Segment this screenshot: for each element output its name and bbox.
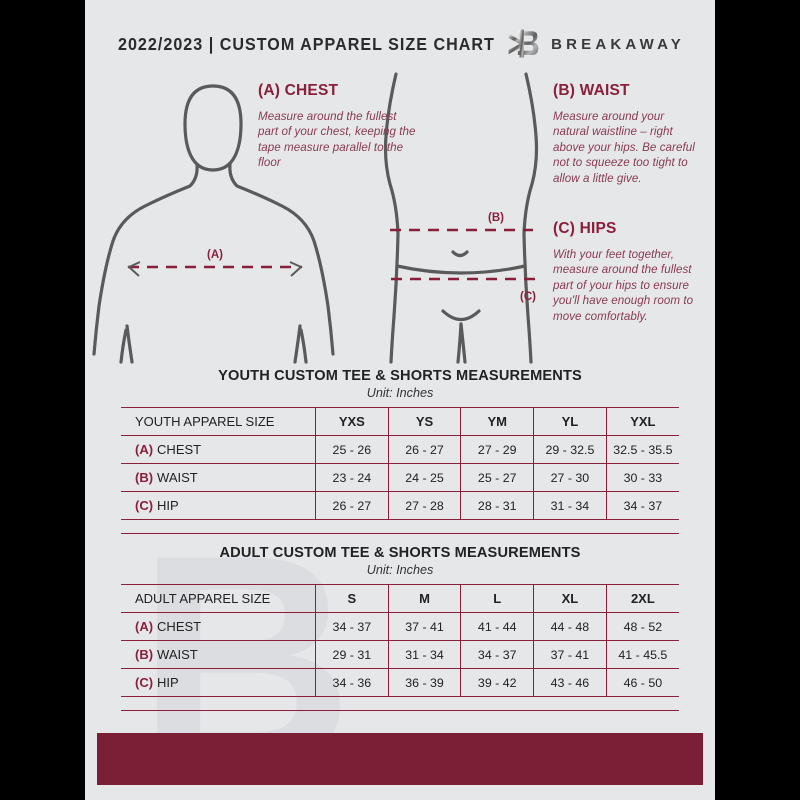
size-header-cell: L: [460, 584, 535, 613]
measurement-label-cell: (C) HIP: [121, 491, 316, 520]
measurement-tag: (A): [135, 442, 154, 457]
adult-table-unit: Unit: Inches: [366, 563, 434, 577]
breakaway-b-monogram-icon: [508, 29, 539, 58]
measurement-value-cell: 48 - 52: [606, 612, 679, 641]
youth-size-table: YOUTH APPAREL SIZE YXS YS YM YL YXL (A) CHEST 2…: [121, 407, 679, 520]
measurement-value-cell: 29 - 32.5: [533, 435, 607, 464]
measurement-tag: (C): [135, 498, 154, 513]
adult-table-title: ADULT CUSTOM TEE & SHORTS MEASUREMENTS: [219, 545, 581, 561]
table-header-row: YOUTH APPAREL SIZE YXS YS YM YL YXL: [121, 407, 679, 436]
measurement-value-cell: 43 - 46: [533, 668, 607, 697]
adult-size-table: ADULT APPAREL SIZE S M L XL 2XL (A) CHEST 34 - …: [121, 584, 679, 697]
measurement-value-cell: 34 - 37: [460, 640, 535, 669]
page-title: 2022/2023 | CUSTOM APPAREL SIZE CHART: [118, 33, 495, 54]
measurement-value-cell: 27 - 28: [388, 491, 462, 520]
measurement-value-cell: 41 - 44: [460, 612, 535, 641]
table-row: (C) HIP 34 - 36 36 - 39 39 - 42 43 - 46 46 - 5…: [121, 668, 679, 697]
measurement-illustrations: (A) (B) (C) (A) CHEST: [85, 66, 715, 366]
brand-lockup: BREAKAWAY: [506, 22, 685, 66]
size-column-header: YOUTH APPAREL SIZE: [121, 407, 316, 436]
size-chart-page: B 2022/2023 | CUSTOM APPAREL SIZE CHART: [85, 0, 715, 800]
callout-hips-body: With your feet together, measure around …: [553, 248, 694, 323]
measurement-tag: (B): [135, 470, 154, 485]
size-header-cell: YXL: [606, 407, 679, 436]
measurement-value-cell: 37 - 41: [533, 640, 607, 669]
measurement-label-cell: (C) HIP: [121, 668, 316, 697]
table-header-row: ADULT APPAREL SIZE S M L XL 2XL: [121, 584, 679, 613]
measurement-value-cell: 34 - 37: [315, 612, 389, 641]
measurement-value-cell: 34 - 36: [315, 668, 389, 697]
measurement-value-cell: 24 - 25: [388, 463, 462, 492]
measurement-value-cell: 39 - 42: [460, 668, 535, 697]
callout-chest: (A) CHEST Measure around the fullest par…: [258, 82, 418, 171]
measurement-tag: (C): [135, 675, 154, 690]
measurement-value-cell: 28 - 31: [460, 491, 535, 520]
measurement-value-cell: 29 - 31: [315, 640, 389, 669]
callout-hips: (C) HIPS With your feet together, measur…: [553, 220, 703, 324]
measurement-value-cell: 37 - 41: [388, 612, 462, 641]
size-header-cell: M: [388, 584, 462, 613]
size-header-cell: S: [315, 584, 389, 613]
table-row: (C) HIP 26 - 27 27 - 28 28 - 31 31 - 34 34 - 3…: [121, 491, 679, 520]
measurement-value-cell: 44 - 48: [533, 612, 607, 641]
hip-measure-label: (C): [520, 291, 536, 303]
measurement-value-cell: 36 - 39: [388, 668, 462, 697]
measurement-value-cell: 31 - 34: [388, 640, 462, 669]
adult-size-table-block: ADULT CUSTOM TEE & SHORTS MEASUREMENTS U…: [85, 545, 715, 711]
size-header-cell: YS: [388, 407, 462, 436]
measurement-value-cell: 26 - 27: [388, 435, 462, 464]
chest-measure-label: (A): [207, 249, 223, 261]
callout-waist-heading: (B) WAIST: [553, 82, 630, 99]
bottom-accent-bar: [97, 733, 703, 785]
size-header-cell: 2XL: [606, 584, 679, 613]
measurement-value-cell: 23 - 24: [315, 463, 389, 492]
size-header-cell: YXS: [315, 407, 389, 436]
measurement-tag: (B): [135, 647, 154, 662]
youth-table-unit: Unit: Inches: [366, 386, 434, 400]
size-header-cell: YM: [460, 407, 535, 436]
measurement-value-cell: 32.5 - 35.5: [606, 435, 679, 464]
measurement-value-cell: 46 - 50: [606, 668, 679, 697]
measurement-value-cell: 31 - 34: [533, 491, 607, 520]
measurement-value-cell: 41 - 45.5: [606, 640, 679, 669]
table-row: (A) CHEST 25 - 26 26 - 27 27 - 29 29 - 32.5 32…: [121, 435, 679, 464]
youth-table-title: YOUTH CUSTOM TEE & SHORTS MEASUREMENTS: [218, 368, 582, 384]
size-header-cell: YL: [533, 407, 607, 436]
table-row: (A) CHEST 34 - 37 37 - 41 41 - 44 44 - 48 48 -…: [121, 612, 679, 641]
body-diagram: (A) (B) (C): [92, 72, 541, 364]
table-row: (B) WAIST 23 - 24 24 - 25 25 - 27 27 - 30 30 -…: [121, 463, 679, 492]
measurement-value-cell: 25 - 27: [460, 463, 535, 492]
measurement-value-cell: 30 - 33: [606, 463, 679, 492]
callout-hips-heading: (C) HIPS: [553, 220, 617, 237]
callout-chest-body: Measure around the fullest part of your …: [258, 110, 416, 170]
table-row: (B) WAIST 29 - 31 31 - 34 34 - 37 37 - 41 41 -…: [121, 640, 679, 669]
youth-table-body: (A) CHEST 25 - 26 26 - 27 27 - 29 29 - 32.5 32…: [121, 435, 679, 520]
measurement-label-cell: (B) WAIST: [121, 463, 316, 492]
measurement-label-cell: (A) CHEST: [121, 612, 316, 641]
adult-table-body: (A) CHEST 34 - 37 37 - 41 41 - 44 44 - 48 48 -…: [121, 612, 679, 697]
callout-chest-heading: (A) CHEST: [258, 82, 339, 99]
brand-name: BREAKAWAY: [551, 35, 685, 53]
page-header: 2022/2023 | CUSTOM APPAREL SIZE CHART: [85, 22, 715, 66]
measurement-value-cell: 25 - 26: [315, 435, 389, 464]
size-header-cell: XL: [533, 584, 607, 613]
waist-measure-label: (B): [488, 212, 504, 224]
measurement-label-cell: (B) WAIST: [121, 640, 316, 669]
measurement-value-cell: 27 - 29: [460, 435, 535, 464]
measurement-value-cell: 26 - 27: [315, 491, 389, 520]
measurement-value-cell: 27 - 30: [533, 463, 607, 492]
youth-table-footer-rule: [121, 520, 679, 534]
measurement-label-cell: (A) CHEST: [121, 435, 316, 464]
adult-table-footer-rule: [121, 697, 679, 711]
callout-waist: (B) WAIST Measure around your natural wa…: [553, 82, 703, 186]
size-column-header: ADULT APPAREL SIZE: [121, 584, 316, 613]
measurement-tag: (A): [135, 619, 154, 634]
callout-waist-body: Measure around your natural waistline – …: [553, 110, 695, 185]
measurement-value-cell: 34 - 37: [606, 491, 679, 520]
youth-size-table-block: YOUTH CUSTOM TEE & SHORTS MEASUREMENTS U…: [85, 368, 715, 534]
